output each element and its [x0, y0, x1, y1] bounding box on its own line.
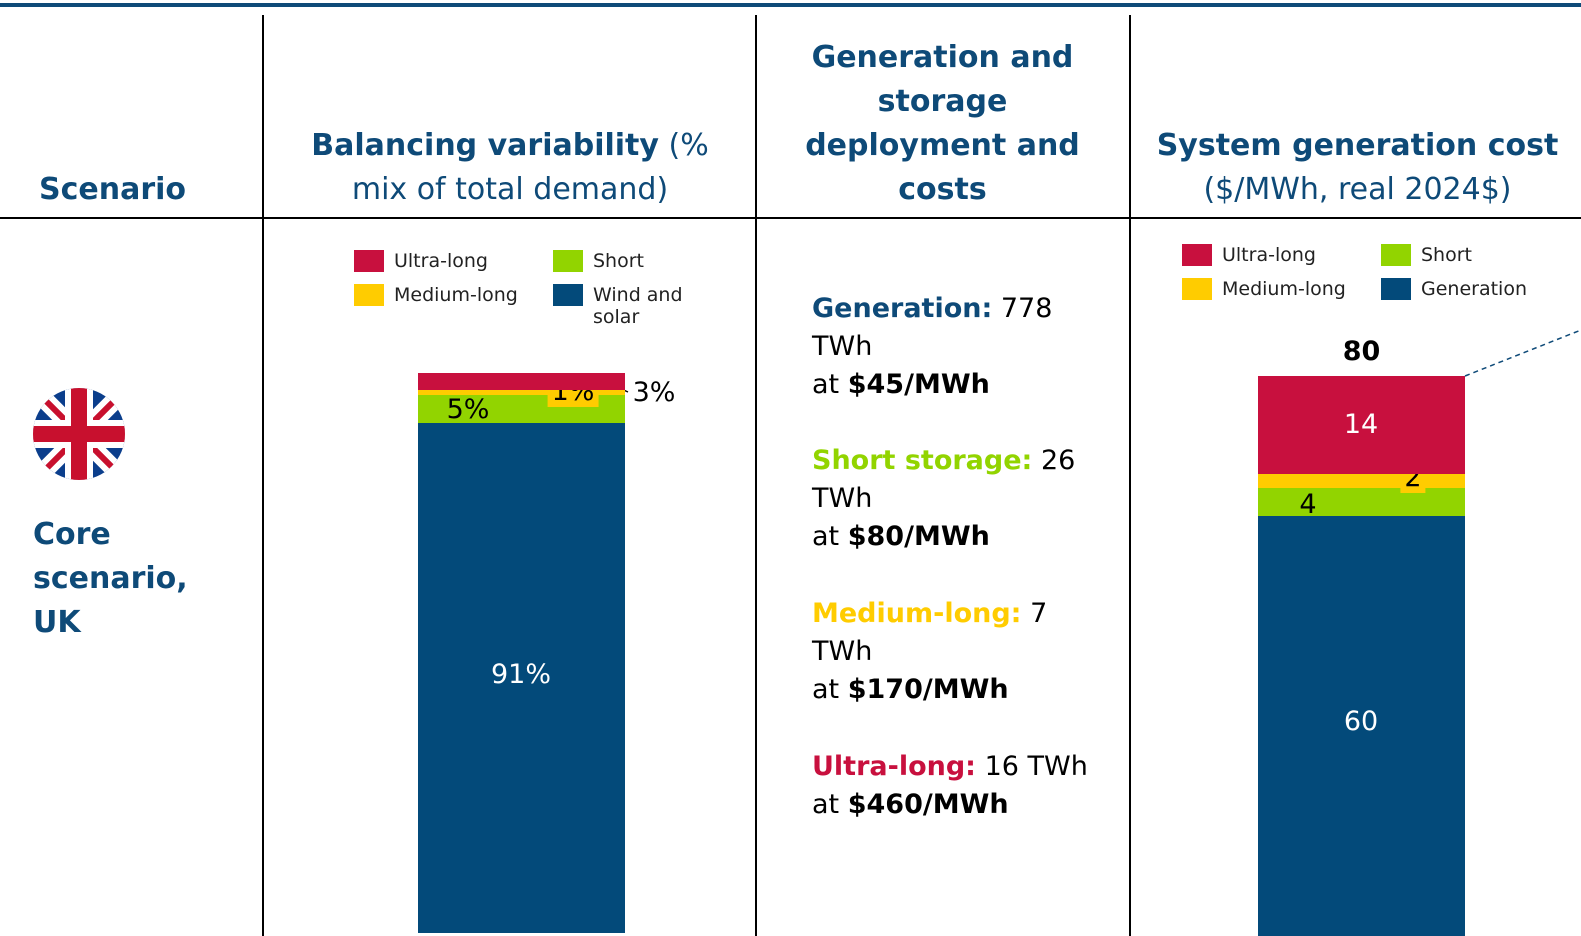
legend-swatch	[354, 284, 384, 306]
deployment-amount: 778 TWh	[812, 293, 1053, 362]
value-label: 4	[1299, 489, 1317, 520]
value-label: 5%	[446, 394, 490, 426]
header-text: Balancing variability	[311, 128, 659, 163]
deployment-item: Generation: 778 TWh at $45/MWh	[812, 290, 1112, 404]
bar-segment	[418, 389, 625, 396]
legend-label: Wind and solar	[593, 284, 683, 328]
deployment-label: Short storage:	[812, 445, 1033, 476]
deployment-price: $460/MWh	[847, 789, 1009, 820]
legend-swatch	[553, 284, 583, 306]
deployment-item: Ultra-long: 16 TWh at $460/MWh	[812, 748, 1112, 824]
bar-segment	[418, 373, 625, 390]
legend-swatch	[1182, 244, 1212, 266]
deployment-item: Medium-long: 7 TWh at $170/MWh	[812, 595, 1112, 709]
deployment-amount: 26 TWh	[812, 445, 1076, 514]
deployment-price: $170/MWh	[847, 674, 1009, 705]
legend-label: Medium-long	[1222, 278, 1346, 300]
header-text: (% mix of total demand)	[351, 128, 709, 207]
legend-swatch	[1182, 278, 1212, 300]
deployment-label: Medium-long:	[812, 598, 1022, 629]
deployment-at: at	[812, 521, 840, 552]
legend-label: Medium-long	[394, 284, 518, 306]
deployment-at: at	[812, 369, 840, 400]
header-text: Scenario	[38, 172, 187, 207]
deployment-at: at	[812, 674, 840, 705]
scenario-label: Core scenario, UK	[33, 517, 188, 640]
deployment-label: Ultra-long:	[812, 751, 976, 782]
header-text: Generation and storage deployment and co…	[805, 40, 1080, 207]
header-cost: System generation cost ($/MWh, real 2024$…	[1150, 20, 1565, 212]
bar-segment	[1258, 488, 1465, 516]
deployment-price: $45/MWh	[847, 369, 990, 400]
legend-label: Generation	[1421, 278, 1527, 300]
bar-segment	[1258, 516, 1465, 936]
deployment-label: Generation:	[812, 293, 993, 324]
total-label: 80	[1342, 336, 1381, 367]
bar-segment	[1258, 474, 1465, 488]
deployment-amount: 16 TWh	[984, 751, 1088, 782]
header-deployment: Generation and storage deployment and co…	[780, 20, 1105, 212]
legend-swatch	[553, 250, 583, 272]
legend-label: Short	[1421, 244, 1472, 266]
legend-swatch	[1381, 244, 1411, 266]
value-label: 14	[1343, 409, 1379, 440]
deployment-item: Short storage: 26 TWh at $80/MWh	[812, 442, 1112, 556]
bar-segment	[1258, 376, 1465, 474]
legend-swatch	[1381, 278, 1411, 300]
deployment-price: $80/MWh	[847, 521, 990, 552]
legend-label: Ultra-long	[394, 250, 488, 272]
callout-line	[1464, 329, 1581, 377]
value-label: 91%	[490, 659, 552, 691]
deployment-at: at	[812, 789, 840, 820]
deployment-amount: 7 TWh	[812, 598, 1048, 667]
bar-segment	[418, 423, 625, 933]
header-text: ($/MWh, real 2024$)	[1203, 172, 1512, 207]
legend-swatch	[354, 250, 384, 272]
legend-label: Ultra-long	[1222, 244, 1316, 266]
value-label: 60	[1343, 706, 1379, 737]
legend-label: Short	[593, 250, 644, 272]
header-text: System generation cost	[1156, 128, 1559, 163]
value-label: 3%	[632, 377, 676, 408]
header-balancing: Balancing variability (% mix of total de…	[290, 20, 730, 212]
header-scenario: Scenario	[0, 20, 225, 212]
top-rule	[0, 3, 1581, 7]
